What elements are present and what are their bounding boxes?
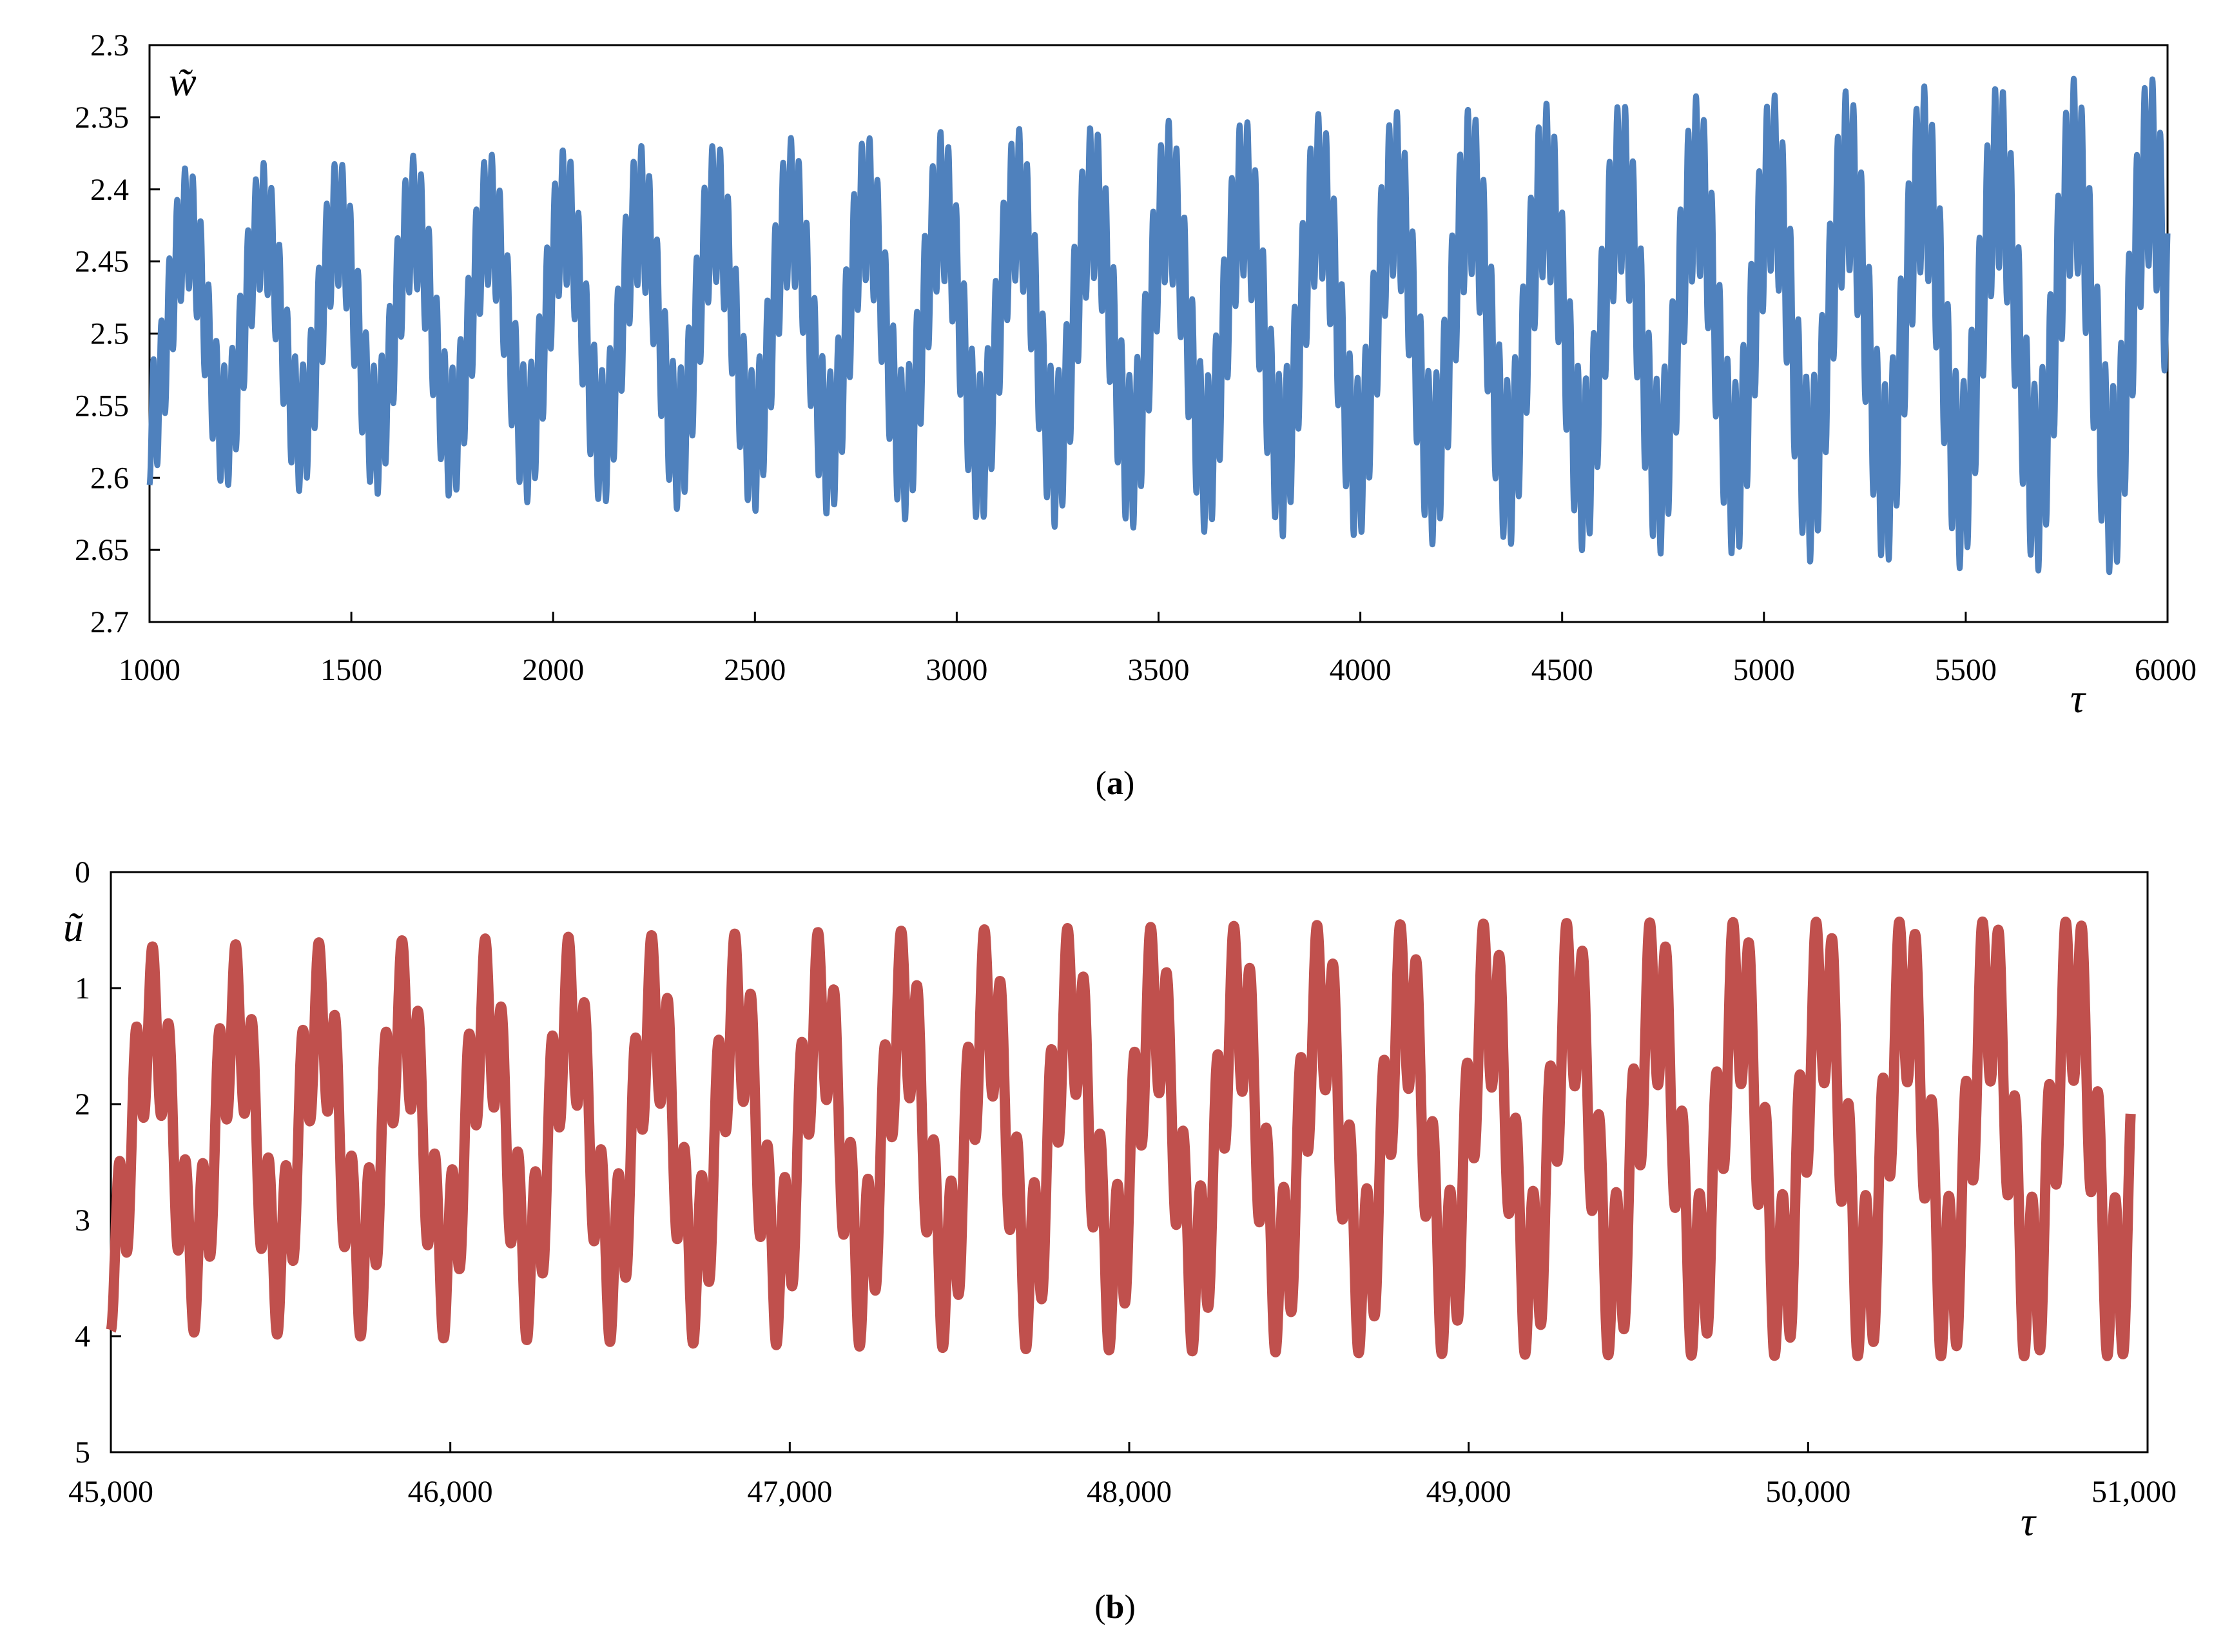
y-tick-label: 1 bbox=[75, 971, 90, 1006]
x-tick-label: 4000 bbox=[1330, 653, 1392, 687]
series-line-b bbox=[106, 916, 2136, 1361]
x-tick-label: 1000 bbox=[119, 653, 180, 687]
x-tick-label: 2000 bbox=[522, 653, 584, 687]
x-tick-label: 4500 bbox=[1531, 653, 1593, 687]
x-tick-label: 5000 bbox=[1733, 653, 1795, 687]
y-tick-label: 2.5 bbox=[90, 317, 129, 351]
x-tick-label: 3000 bbox=[926, 653, 987, 687]
x-tick-label: 45,000 bbox=[68, 1475, 153, 1509]
panel-b: 0 1 2 3 4 5 45,000 46,000 47,000 48,000 49,000 50,0… bbox=[63, 855, 2177, 1626]
y-tick-label: 2.7 bbox=[90, 605, 129, 639]
y-tick-label: 2 bbox=[75, 1087, 90, 1122]
y-tick-label: 2.45 bbox=[75, 245, 129, 279]
y-axis-label-b: ũ bbox=[63, 904, 84, 950]
y-tick-label: 2.35 bbox=[75, 101, 129, 135]
caption-a: (a) bbox=[1096, 765, 1135, 802]
y-tick-label: 3 bbox=[75, 1203, 90, 1238]
y-tick-label: 5 bbox=[75, 1435, 90, 1470]
x-tick-label: 46,000 bbox=[408, 1475, 493, 1509]
y-tick-label: 4 bbox=[75, 1319, 90, 1354]
x-axis-label-a: τ bbox=[2070, 675, 2086, 721]
ticks-a: 2.3 2.35 2.4 2.45 2.5 2.55 2.6 2.65 2.7 1000 1500 2… bbox=[75, 28, 2197, 687]
y-tick-label: 2.55 bbox=[75, 389, 129, 423]
x-tick-label: 48,000 bbox=[1087, 1475, 1172, 1509]
y-tick-label: 2.4 bbox=[90, 173, 129, 207]
x-tick-label: 3500 bbox=[1128, 653, 1190, 687]
y-tick-label: 2.6 bbox=[90, 461, 129, 495]
x-tick-label: 49,000 bbox=[1426, 1475, 1511, 1509]
ticks-b: 0 1 2 3 4 5 45,000 46,000 47,000 48,000 49,000 50,0… bbox=[68, 855, 2177, 1509]
x-tick-label: 5500 bbox=[1935, 653, 1997, 687]
x-tick-label: 47,000 bbox=[747, 1475, 832, 1509]
x-tick-label: 2500 bbox=[724, 653, 786, 687]
x-axis-label-b: τ bbox=[2021, 1499, 2037, 1544]
x-tick-label: 51,000 bbox=[2091, 1475, 2177, 1509]
y-axis-label-a: w̃ bbox=[169, 59, 197, 104]
y-tick-label: 0 bbox=[75, 855, 90, 889]
y-tick-label: 2.65 bbox=[75, 533, 129, 567]
y-tick-label: 2.3 bbox=[90, 28, 129, 63]
panel-a: 2.3 2.35 2.4 2.45 2.5 2.55 2.6 2.65 2.7 1000 1500 2… bbox=[75, 28, 2197, 802]
series-line-a bbox=[146, 75, 2171, 576]
x-tick-label: 6000 bbox=[2135, 653, 2197, 687]
x-tick-label: 1500 bbox=[320, 653, 382, 687]
caption-b: (b) bbox=[1094, 1589, 1136, 1626]
x-tick-label: 50,000 bbox=[1765, 1475, 1850, 1509]
